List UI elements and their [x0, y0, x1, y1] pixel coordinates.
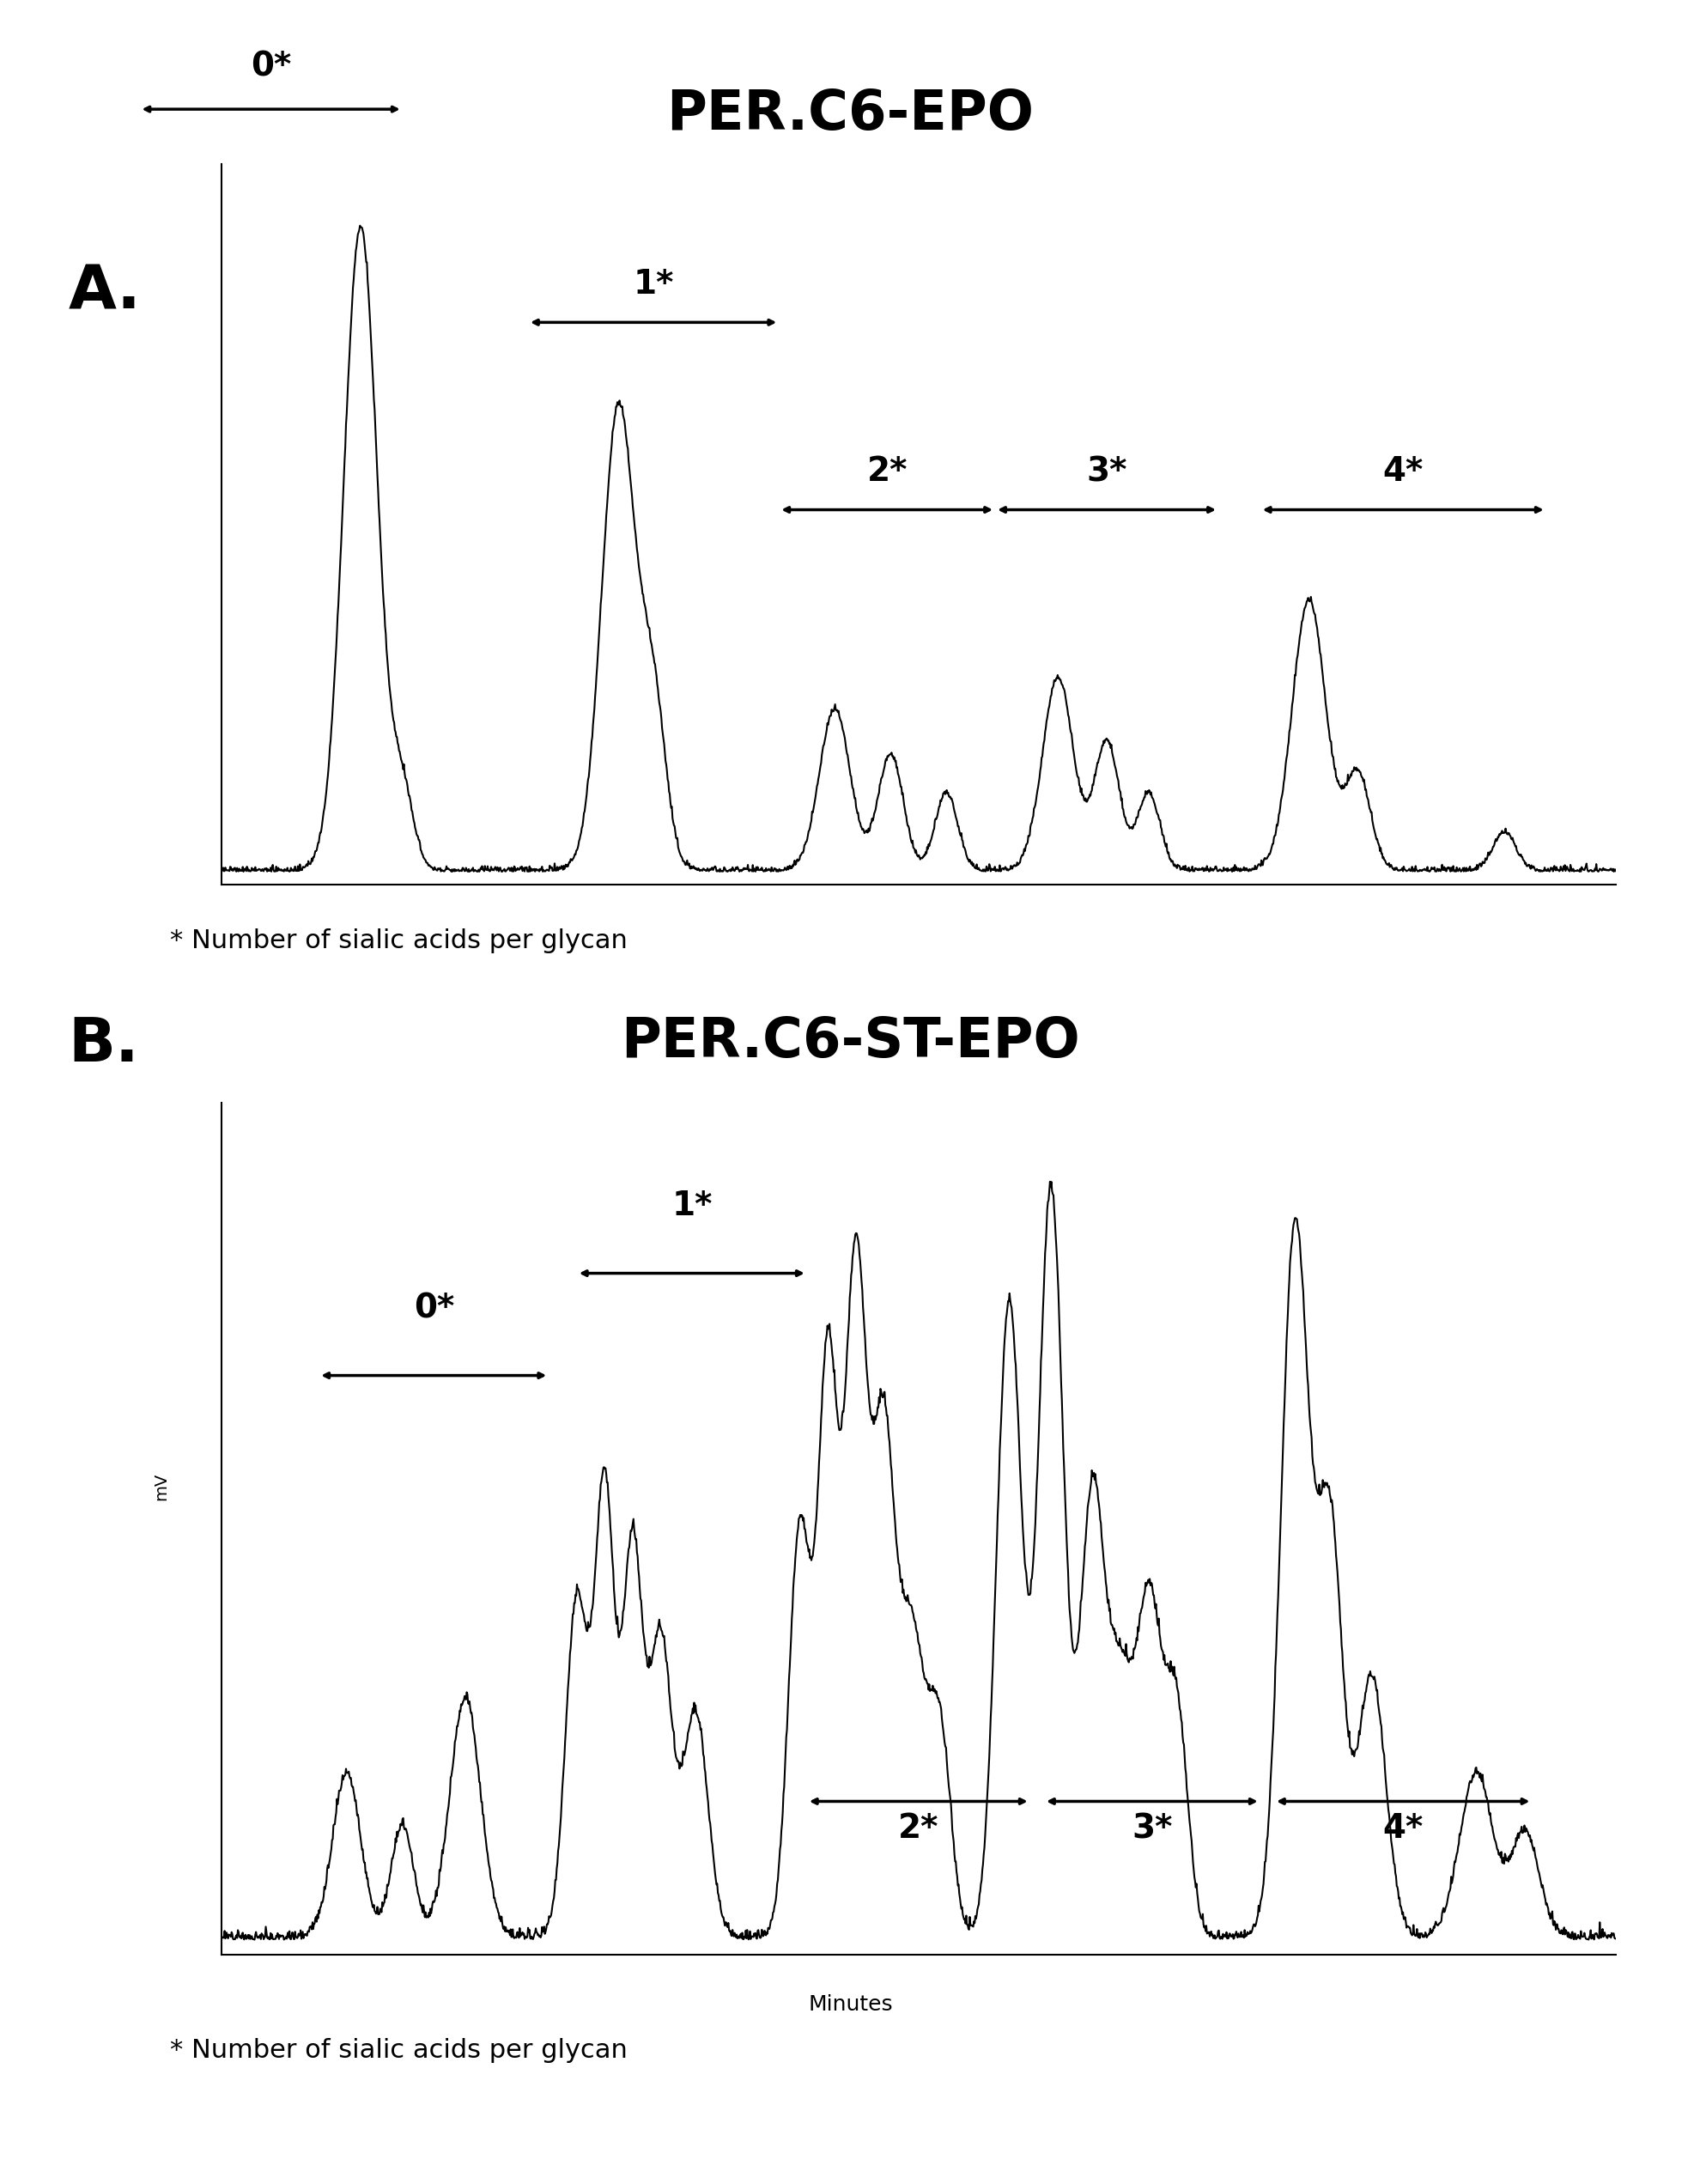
Text: PER.C6-ST-EPO: PER.C6-ST-EPO [620, 1016, 1080, 1068]
Text: 4*: 4* [1382, 1813, 1423, 1845]
Text: 0*: 0* [250, 50, 291, 83]
Text: 4*: 4* [1382, 454, 1423, 487]
Text: PER.C6-EPO: PER.C6-EPO [666, 87, 1034, 140]
Text: 0*: 0* [413, 1291, 454, 1324]
Text: 3*: 3* [1086, 454, 1127, 487]
Text: mV: mV [153, 1472, 170, 1500]
Text: * Number of sialic acids per glycan: * Number of sialic acids per glycan [170, 928, 627, 952]
Text: B.: B. [68, 1016, 139, 1075]
Text: 3*: 3* [1130, 1813, 1171, 1845]
Text: A.: A. [68, 262, 141, 321]
Text: 2*: 2* [898, 1813, 938, 1845]
Text: 1*: 1* [672, 1190, 712, 1223]
Text: Minutes: Minutes [808, 1994, 892, 2014]
Text: * Number of sialic acids per glycan: * Number of sialic acids per glycan [170, 2038, 627, 2062]
Text: 2*: 2* [867, 454, 908, 487]
Text: 1*: 1* [632, 269, 673, 301]
